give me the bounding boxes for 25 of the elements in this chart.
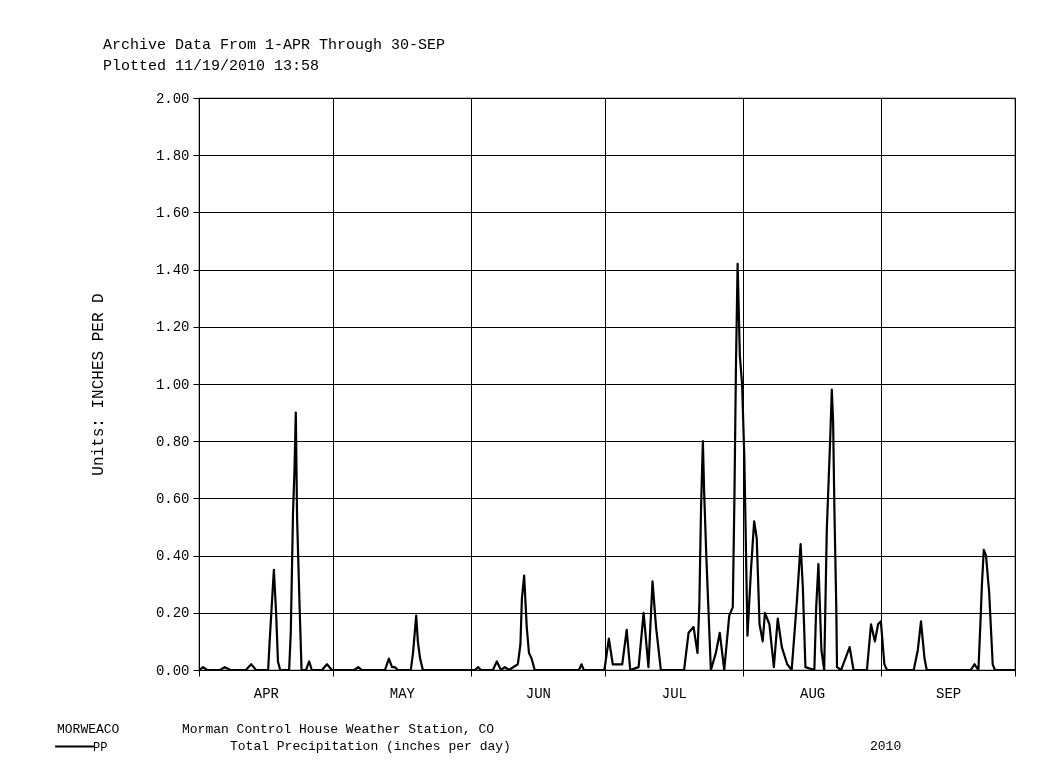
y-tick-label: 1.40	[155, 262, 190, 279]
y-tick-label: 0.60	[155, 490, 190, 507]
x-tick-label: JUN	[525, 685, 551, 702]
y-tick-label: 0.80	[155, 433, 190, 450]
chart-title: Archive Data From 1-APR Through 30-SEP	[103, 37, 446, 54]
y-tick-label: 1.20	[155, 319, 190, 336]
y-axis-title: Units: INCHES PER D	[89, 293, 108, 476]
text: Total Precipitation (inches per day)	[230, 739, 511, 754]
y-tick-label: 0.40	[155, 548, 190, 565]
y-tick-label: 1.60	[155, 204, 190, 221]
chart-subtitle: Plotted 11/19/2010 13:58	[103, 58, 320, 75]
y-tick-label: 2.00	[155, 90, 190, 107]
x-tick-label: MAY	[389, 685, 416, 702]
y-tick-label: 1.80	[155, 147, 190, 164]
x-tick-label: SEP	[936, 685, 962, 702]
text: 2010	[870, 739, 902, 754]
legend-label: PP	[93, 740, 108, 755]
x-tick-label: JUL	[661, 685, 687, 702]
y-tick-label: 0.00	[155, 662, 190, 679]
y-tick-label: 1.00	[155, 376, 190, 393]
x-tick-label: AUG	[800, 685, 826, 702]
text: MORWEACO	[57, 722, 120, 737]
y-tick-label: 0.20	[155, 605, 190, 622]
x-tick-label: APR	[253, 685, 280, 702]
text: Morman Control House Weather Station, CO	[182, 722, 495, 737]
